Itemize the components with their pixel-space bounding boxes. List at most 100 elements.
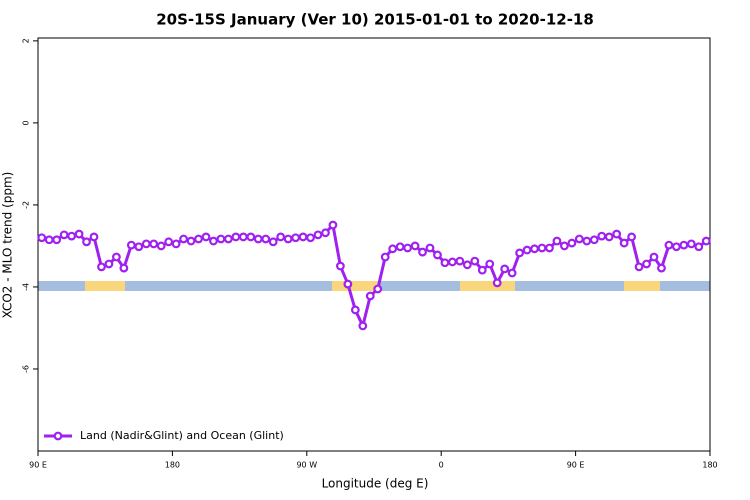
data-point (134, 242, 144, 252)
data-point (485, 259, 495, 269)
data-point (395, 242, 405, 252)
data-point (164, 237, 174, 247)
data-point (403, 243, 413, 253)
data-point (283, 234, 293, 244)
data-point (567, 238, 577, 248)
land-strip (624, 281, 660, 291)
x-tick-label: 0 (439, 461, 444, 470)
data-point (321, 228, 330, 238)
data-point (268, 237, 278, 247)
x-tick-label: 180 (165, 461, 180, 470)
data-point (522, 245, 532, 255)
land-strip (460, 281, 515, 291)
data-point (373, 284, 383, 294)
y-tick-label: -4 (22, 283, 31, 291)
chart-title: 20S-15S January (Ver 10) 2015-01-01 to 2… (156, 11, 594, 29)
data-point (597, 231, 607, 241)
data-point (619, 238, 629, 248)
data-point (74, 229, 84, 239)
data-point (149, 239, 159, 249)
data-point (560, 241, 569, 251)
data-point (37, 233, 47, 243)
data-point (492, 278, 502, 288)
data-point (701, 236, 711, 246)
data-point (209, 236, 218, 246)
data-point (261, 234, 271, 244)
data-point (500, 264, 510, 274)
data-point (238, 232, 248, 242)
data-point (612, 229, 622, 239)
data-point (642, 259, 651, 269)
data-point (433, 250, 442, 260)
data-point (59, 230, 69, 240)
data-point (350, 305, 360, 315)
data-point (216, 234, 226, 244)
data-point (365, 291, 375, 301)
data-point (657, 263, 666, 273)
data-point (82, 237, 91, 247)
data-point (67, 231, 76, 241)
data-point (410, 241, 420, 251)
data-point (448, 257, 457, 267)
data-point (201, 232, 211, 242)
data-point (582, 236, 592, 246)
surface-strip (38, 281, 710, 291)
data-point (111, 252, 121, 262)
y-tick-label: 0 (22, 120, 31, 125)
data-point (545, 243, 554, 253)
x-tick-label: 90 E (29, 461, 47, 470)
land-strip (332, 281, 380, 291)
data-point (97, 262, 106, 272)
data-point (440, 258, 450, 268)
data-point (425, 243, 435, 253)
data-point (418, 247, 427, 257)
data-point (515, 248, 524, 258)
data-point (477, 265, 487, 275)
data-point (358, 321, 368, 331)
data-point (455, 256, 465, 266)
data-point (589, 235, 599, 245)
data-point (104, 259, 114, 269)
data-point (380, 252, 390, 262)
data-point (298, 232, 308, 242)
data-point (679, 240, 689, 250)
data-point (462, 260, 472, 270)
data-point (44, 235, 54, 245)
data-point (313, 230, 323, 240)
data-point (672, 242, 681, 252)
legend-marker (53, 431, 63, 441)
plot-frame (37, 37, 711, 452)
data-point (246, 232, 256, 242)
legend-label: Land (Nadir&Glint) and Ocean (Glint) (80, 429, 284, 442)
data-point (664, 240, 674, 250)
data-point (336, 261, 345, 271)
data-point (126, 240, 136, 250)
data-point (627, 232, 636, 242)
y-tick-label: -2 (22, 201, 31, 209)
land-strip (85, 281, 125, 291)
data-point (89, 232, 99, 242)
data-point (574, 234, 584, 244)
data-point (649, 252, 659, 262)
data-point (253, 234, 263, 244)
data-point (171, 239, 181, 249)
data-point (179, 234, 189, 244)
data-point (634, 262, 644, 272)
data-point (141, 239, 151, 249)
data-point (537, 243, 547, 253)
data-point (604, 232, 614, 242)
x-axis-label: Longitude (deg E) (322, 477, 429, 491)
data-point (231, 232, 241, 242)
data-point (186, 236, 196, 246)
data-point (291, 233, 301, 243)
data-point (52, 235, 62, 245)
data-point (507, 268, 517, 278)
data-point (306, 233, 315, 243)
data-point (194, 234, 203, 244)
data-point (223, 234, 233, 244)
data-point (686, 239, 696, 249)
data-point (328, 220, 338, 230)
data-point (119, 263, 129, 273)
y-tick-label: 2 (22, 38, 31, 43)
